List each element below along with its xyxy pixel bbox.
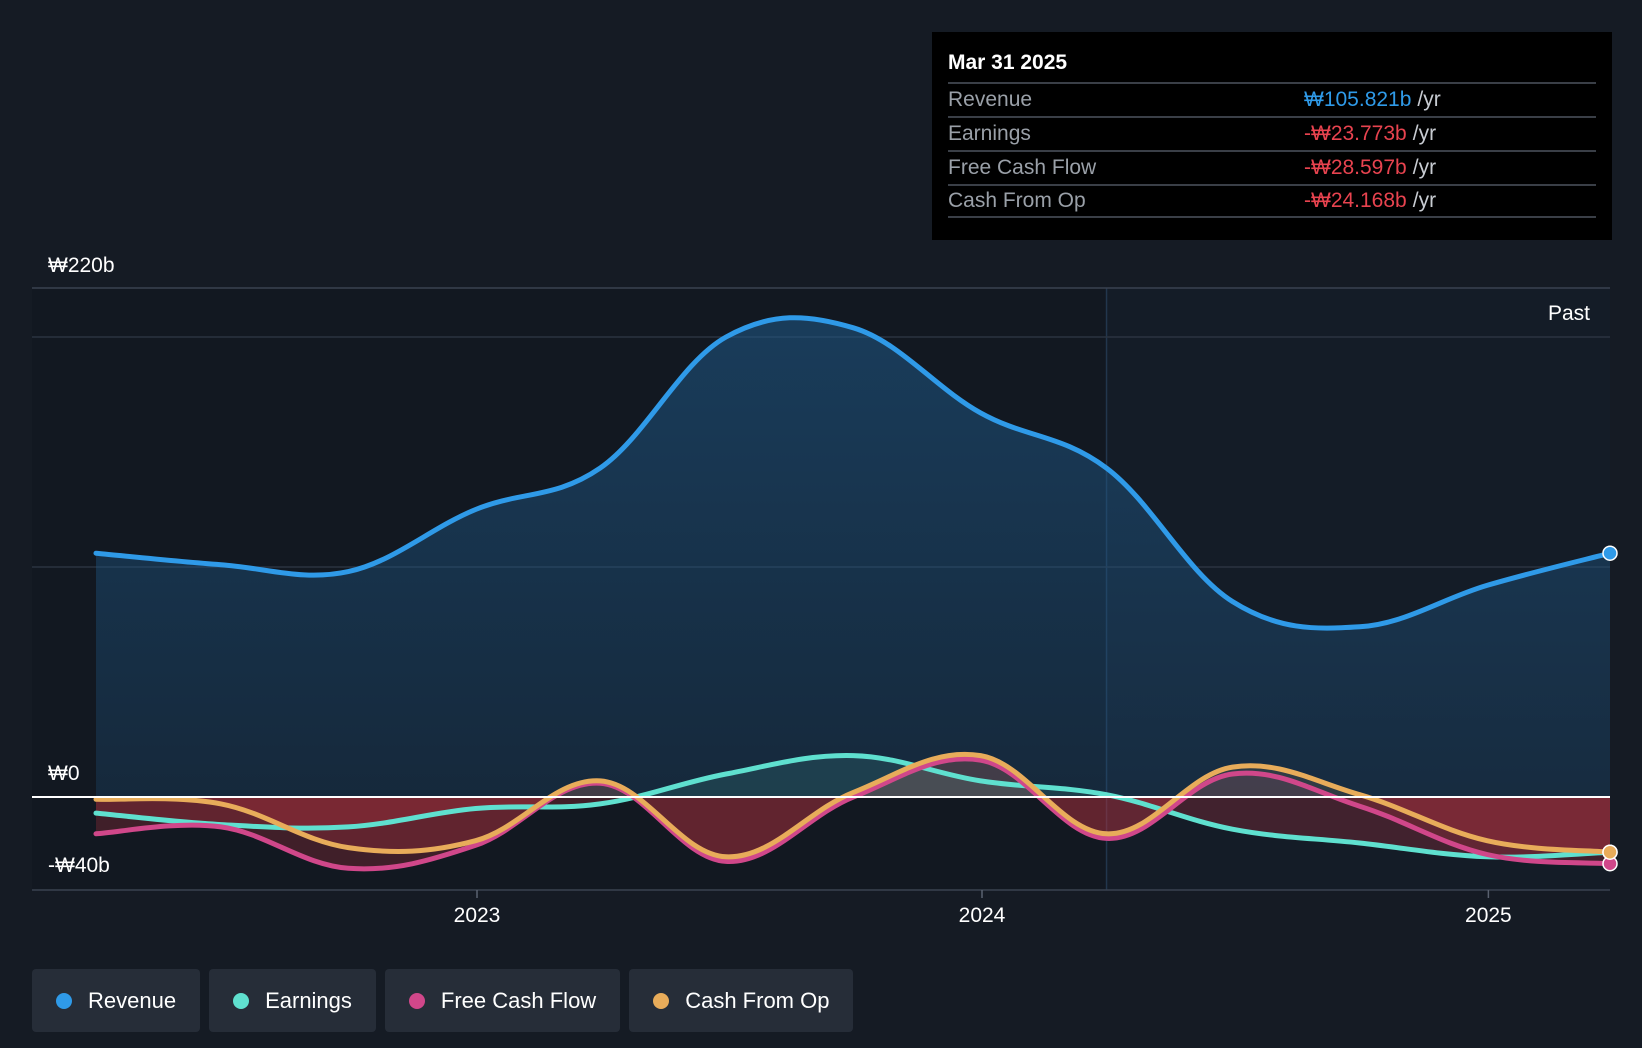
- tooltip-label: Cash From Op: [948, 189, 1086, 212]
- line-revenue: [93, 315, 1613, 631]
- x-tick-label: 2025: [1465, 904, 1512, 927]
- tooltip-label: Earnings: [948, 122, 1031, 145]
- area-pos-free-cash-flow: [96, 759, 1610, 797]
- tooltip-value: ₩105.821b: [1304, 88, 1412, 111]
- x-tick-label: 2023: [454, 904, 501, 927]
- series-areas: [96, 317, 1610, 869]
- past-label: Past: [1548, 302, 1590, 325]
- tooltip-row-free-cash-flow: Free Cash Flow -₩28.597b /yr: [948, 150, 1596, 184]
- series-lines: [32, 315, 1613, 872]
- tooltip-date: Mar 31 2025: [948, 51, 1068, 74]
- line-cash-from-op: [93, 751, 1613, 860]
- area-pos-cash-from-op: [96, 754, 1610, 797]
- x-tick-label: 2024: [959, 904, 1006, 927]
- area-neg-cash-from-op: [96, 797, 1610, 857]
- end-marker-revenue: [1602, 545, 1618, 561]
- tooltip-value: -₩23.773b: [1304, 122, 1407, 145]
- end-marker-cash-from-op: [1602, 844, 1618, 860]
- legend-item-cash-from-op[interactable]: Cash From Op: [629, 969, 854, 1032]
- legend-label: Earnings: [265, 987, 352, 1013]
- axis-labels: ₩220b ₩0 -₩40b 2023 2024 2025 Past: [48, 254, 1590, 927]
- legend-label: Free Cash Flow: [440, 987, 597, 1013]
- dot-icon: [653, 992, 670, 1009]
- y-tick-label: ₩0: [48, 762, 80, 785]
- tooltip-row-revenue: Revenue ₩105.821b /yr: [948, 82, 1596, 116]
- area-revenue: [96, 317, 1610, 797]
- legend-item-earnings[interactable]: Earnings: [209, 969, 376, 1032]
- tooltip-panel: Mar 31 2025 Revenue ₩105.821b /yr Earnin…: [932, 32, 1612, 240]
- tooltip-value: -₩24.168b: [1304, 189, 1407, 212]
- area-pos-earnings: [96, 755, 1610, 797]
- dot-icon: [56, 992, 72, 1009]
- area-neg-earnings: [96, 797, 1610, 858]
- tooltip-unit: /yr: [1412, 189, 1437, 212]
- legend-label: Cash From Op: [685, 987, 830, 1013]
- line-earnings: [93, 753, 1613, 860]
- tooltip-row-cash-from-op: Cash From Op -₩24.168b /yr: [948, 184, 1596, 218]
- y-tick-label: -₩40b: [48, 854, 110, 877]
- chart: ₩220b ₩0 -₩40b 2023 2024 2025 Past: [32, 254, 1618, 927]
- legend: Revenue Earnings Free Cash Flow Cash Fro…: [32, 969, 854, 1032]
- end-markers: [1602, 545, 1618, 872]
- tooltip-unit: /yr: [1412, 122, 1437, 145]
- legend-item-free-cash-flow[interactable]: Free Cash Flow: [384, 969, 621, 1032]
- tooltip-value: -₩28.597b: [1304, 156, 1407, 179]
- tooltip-row-earnings: Earnings -₩23.773b /yr: [948, 116, 1596, 150]
- legend-item-revenue[interactable]: Revenue: [32, 969, 201, 1032]
- tooltip-label: Free Cash Flow: [948, 156, 1097, 179]
- dot-icon: [233, 992, 250, 1009]
- dot-icon: [408, 992, 425, 1009]
- area-neg-free-cash-flow: [96, 797, 1610, 869]
- y-tick-label: ₩220b: [48, 254, 115, 277]
- tooltip-label: Revenue: [948, 88, 1033, 111]
- legend-label: Revenue: [88, 987, 177, 1013]
- tooltip-unit: /yr: [1412, 156, 1437, 179]
- tooltip-unit: /yr: [1417, 88, 1441, 111]
